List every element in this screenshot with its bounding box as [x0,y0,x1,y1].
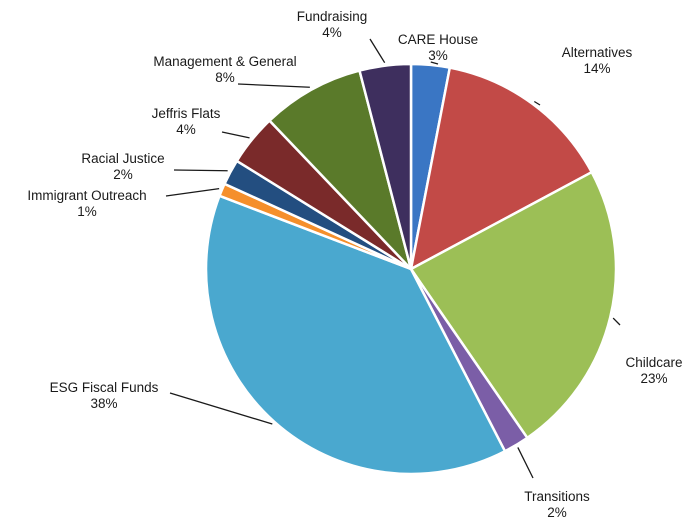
label-name: Childcare [625,355,682,370]
label-value: 4% [322,25,342,40]
pie-slice-esg-fiscal-funds [204,194,507,476]
label-value: 1% [77,204,97,219]
label-care-house: CARE House 3% [398,32,478,63]
label-name: Transitions [524,489,590,504]
label-name: CARE House [398,32,478,47]
leader-line-care-house [430,61,439,65]
label-immigrant-outreach: Immigrant Outreach 1% [27,188,146,219]
label-value: 2% [547,505,567,519]
leader-line-esg-fiscal-funds [169,392,273,425]
label-value: 8% [215,70,235,85]
leader-line-management-general [237,83,310,88]
label-esg-fiscal-funds: ESG Fiscal Funds 38% [50,380,159,411]
label-racial-justice: Racial Justice 2% [81,151,164,182]
pie-slice-alternatives [409,66,594,272]
pie-slice-childcare [409,170,618,440]
label-jeffris-flats: Jeffris Flats 4% [152,106,221,137]
label-name: Jeffris Flats [152,106,221,121]
label-name: ESG Fiscal Funds [50,380,159,395]
label-value: 2% [113,167,133,182]
leader-line-transitions [517,447,534,479]
leader-line-jeffris-flats [221,131,250,139]
label-childcare: Childcare 23% [625,355,682,386]
leader-line-fundraising [369,38,386,64]
label-value: 23% [640,371,667,386]
label-name: Management & General [153,54,296,69]
leader-line-alternatives [533,100,541,106]
label-value: 14% [583,61,610,76]
label-name: Racial Justice [81,151,164,166]
leader-line-childcare [612,317,621,326]
label-transitions: Transitions 2% [524,489,590,519]
leader-lines [165,38,621,479]
label-fundraising: Fundraising 4% [297,9,368,40]
leader-line-immigrant-outreach [165,187,220,197]
label-value: 38% [90,396,117,411]
label-name: Immigrant Outreach [27,188,146,203]
label-name: Alternatives [562,45,633,60]
pie-slice-fundraising [357,62,413,270]
label-name: Fundraising [297,9,368,24]
label-value: 3% [428,48,448,63]
label-alternatives: Alternatives 14% [562,45,633,76]
pie-slices [204,62,618,476]
label-value: 4% [176,122,196,137]
pie-slice-management-general [267,69,414,274]
label-management-general: Management & General 8% [153,54,296,85]
leader-line-racial-justice [173,169,228,172]
